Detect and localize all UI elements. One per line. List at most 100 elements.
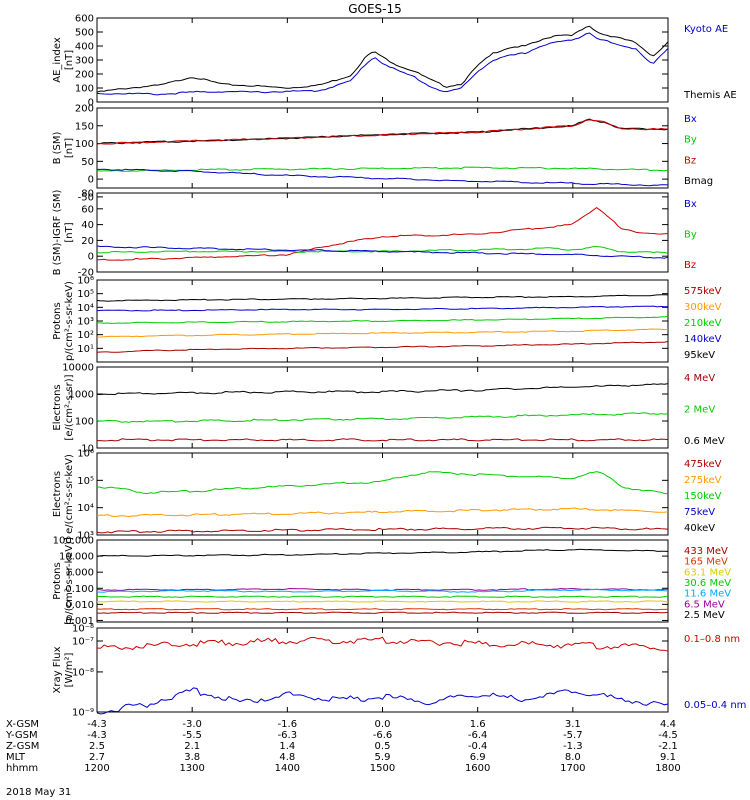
legend-entry: 95keV xyxy=(684,350,715,361)
legend-entry: Themis AE xyxy=(683,90,737,101)
x-row-label: Z-GSM xyxy=(6,741,39,752)
chart-title: GOES-15 xyxy=(348,2,402,16)
x-row-value: -1.6 xyxy=(278,719,298,730)
legend-entry: Bz xyxy=(684,155,696,166)
y-tick-label: 10⁻⁷ xyxy=(72,637,94,648)
x-row-value: -1.3 xyxy=(563,741,583,752)
x-row-value: -6.3 xyxy=(278,730,298,741)
panel-6: 10³ 10⁴ 10⁵ 10⁶ Electrons e/(cm²-s-sr-keV) 475… xyxy=(52,449,722,542)
x-row-value: 2.7 xyxy=(89,752,105,763)
series-line xyxy=(97,438,669,442)
x-row-value: 2.5 xyxy=(89,741,105,752)
series-line xyxy=(96,526,669,534)
date-label: 2018 May 31 xyxy=(6,787,71,798)
y-axis-label: B (SM)-IGRF (SM) xyxy=(52,190,63,276)
y-tick-label: 0 xyxy=(88,252,94,263)
y-tick-label: 100 xyxy=(75,84,94,95)
legend-entry: 165 MeV xyxy=(684,557,728,568)
legend-entry: 575keV xyxy=(684,286,722,297)
y-tick-label: 10⁻⁸ xyxy=(72,624,94,635)
x-row-value: 8.0 xyxy=(565,752,581,763)
y-tick-label: 150 xyxy=(75,121,94,132)
x-row-value: 5.9 xyxy=(375,752,391,763)
y-tick-label: 400 xyxy=(75,42,94,53)
x-row-value: -6.6 xyxy=(373,730,393,741)
legend-entry: Bx xyxy=(684,114,697,125)
series-line xyxy=(96,588,669,593)
panel-3: -20 0 20 40 60 80 B (SM)-IGRF (SM) [nT] Bx By Bz xyxy=(52,189,697,279)
legend-entry: 4 MeV xyxy=(684,373,715,384)
legend-entry: Kyoto AE xyxy=(684,24,728,35)
y-tick-label: 1000 xyxy=(69,390,94,401)
x-row-value: 1600 xyxy=(465,763,490,774)
y-tick-label: 10⁴ xyxy=(77,503,94,514)
y-tick-label: 60 xyxy=(81,204,94,215)
y-axis-units: [e/(cm²-s-sr)] xyxy=(64,374,75,440)
series-line xyxy=(96,412,669,423)
legend-entry: Bz xyxy=(684,260,696,271)
y-tick-label: 20 xyxy=(81,236,94,247)
legend-entry: 30.6 MeV xyxy=(684,578,731,589)
legend-entry: 0.05–0.4 nm xyxy=(684,700,746,711)
panel-frame xyxy=(96,192,669,273)
y-tick-label: 300 xyxy=(75,56,94,67)
series-line xyxy=(96,305,669,312)
legend-entry: 2.5 MeV xyxy=(684,610,725,621)
x-row-value: 4.4 xyxy=(660,719,676,730)
y-tick-label: 10¹ xyxy=(77,344,94,355)
series-line xyxy=(97,168,669,187)
x-row-value: 1300 xyxy=(179,763,204,774)
y-axis-units: [p/(cm²-s-sr-keV)] xyxy=(64,537,75,625)
x-row-value: 3.1 xyxy=(565,719,581,730)
x-row-value: 1700 xyxy=(560,763,585,774)
series-line xyxy=(96,340,669,353)
y-tick-label: -20 xyxy=(78,268,94,279)
y-axis-label: Protons xyxy=(52,302,63,339)
series-line xyxy=(96,25,669,93)
series-line xyxy=(97,600,669,603)
y-tick-label: 200 xyxy=(75,70,94,81)
series-line xyxy=(96,245,669,259)
y-axis-label: Electrons xyxy=(52,384,63,430)
x-row-value: 0.5 xyxy=(375,741,391,752)
series-line xyxy=(96,383,669,396)
y-tick-label: 0 xyxy=(88,98,94,109)
legend-entry: 140keV xyxy=(684,334,722,345)
series-line xyxy=(96,32,669,96)
x-axis-rows: X-GSM -4.3 -3.0 -1.6 0.0 1.6 3.1 4.4 Y-GSM -4.3 -5… xyxy=(5,719,681,774)
panel-frame xyxy=(96,17,669,103)
x-row-value: 3.8 xyxy=(184,752,200,763)
x-row-value: -6.4 xyxy=(468,730,488,741)
x-row-value: 1.4 xyxy=(279,741,295,752)
series-line xyxy=(96,118,669,145)
series-line xyxy=(96,294,669,302)
x-row-value: 1200 xyxy=(84,763,109,774)
y-tick-label: 0.001 xyxy=(65,616,94,627)
y-tick-label: -50 xyxy=(78,192,94,203)
x-row-label: X-GSM xyxy=(6,719,39,730)
legend-entry: 63.1 MeV xyxy=(684,567,731,578)
panel-frame xyxy=(96,452,669,536)
y-tick-label: 10.000 xyxy=(59,552,94,563)
x-row-value: -4.3 xyxy=(87,719,107,730)
y-tick-label: 10⁴ xyxy=(77,303,94,314)
series-line xyxy=(96,328,669,338)
legend-entry: 2 MeV xyxy=(684,405,715,416)
y-axis-label: Xray Flux xyxy=(52,646,63,693)
x-row-label: hhmm xyxy=(6,763,38,774)
y-tick-label: 100 xyxy=(75,139,94,150)
series-line xyxy=(96,636,669,652)
x-row-value: 4.8 xyxy=(279,752,295,763)
panel-8: 10⁻⁹ 10⁻⁸ 10⁻⁷ 10⁻⁸ Xray Flux [W/m²] 0.1–0.8 n… xyxy=(52,624,746,719)
x-row-label: Y-GSM xyxy=(5,730,38,741)
series-line xyxy=(96,507,669,518)
series-line xyxy=(96,608,669,611)
series-line xyxy=(96,166,669,172)
x-row-value: 1500 xyxy=(370,763,395,774)
y-axis-label: B (SM) xyxy=(52,131,63,164)
y-tick-label: 10⁶ xyxy=(77,276,94,287)
panel-frame xyxy=(96,366,669,449)
y-tick-label: 10⁶ xyxy=(77,449,94,460)
y-tick-label: 100 xyxy=(75,417,94,428)
